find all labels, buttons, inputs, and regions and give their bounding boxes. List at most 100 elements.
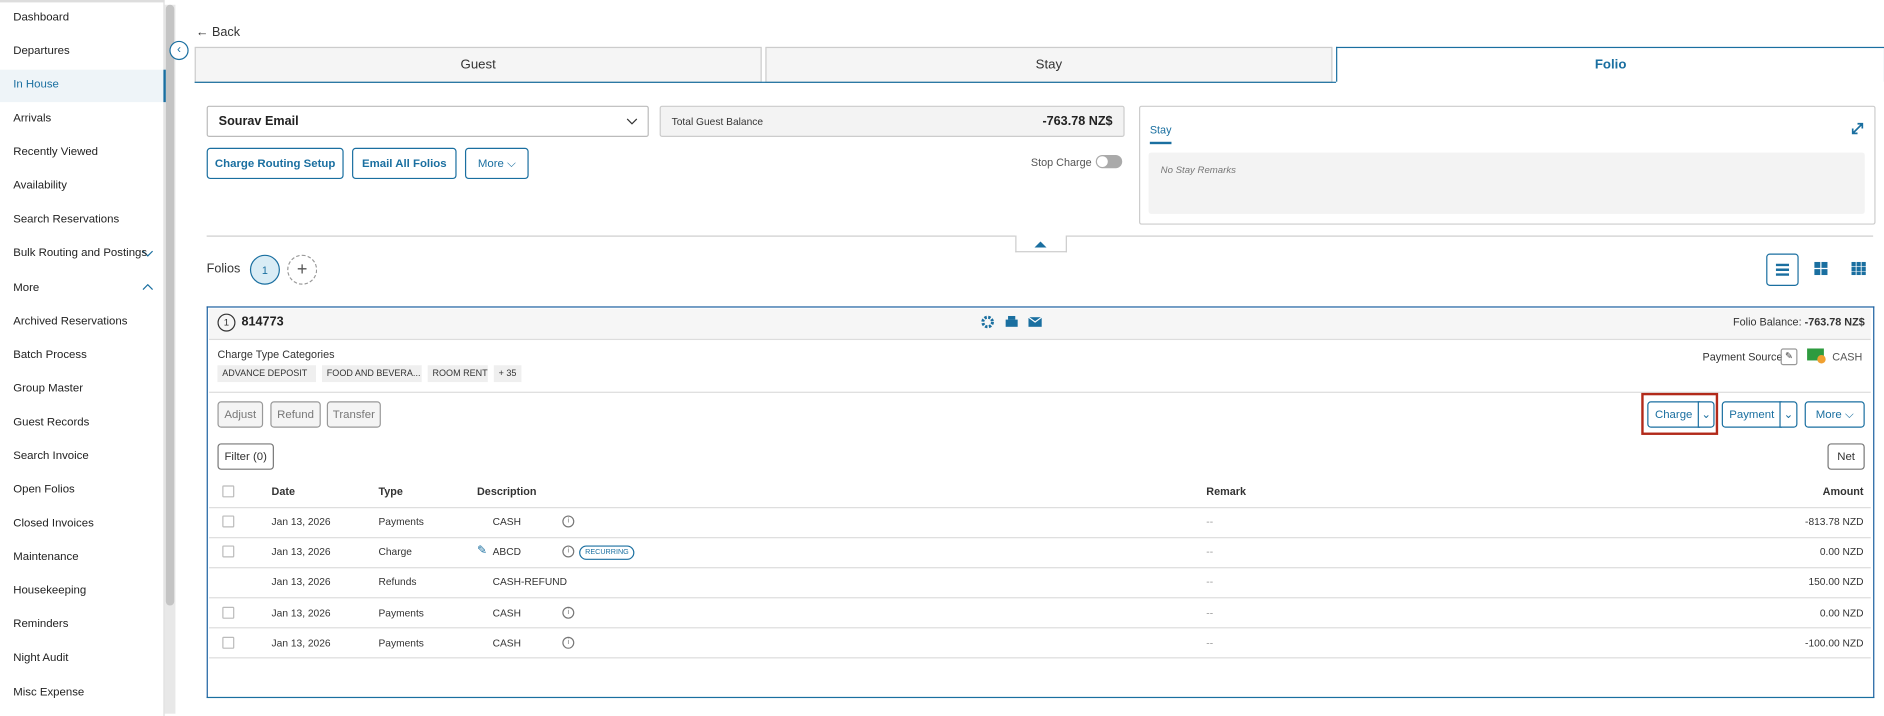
folio-balance-label: Folio Balance: [1733, 315, 1802, 329]
cell-type: Payments [378, 606, 424, 619]
column-header: Description [476, 485, 537, 498]
button[interactable]: More ⌵ [464, 147, 529, 180]
column-header: Date [271, 485, 295, 498]
sidebar-item[interactable]: Archived Reservations [13, 314, 128, 329]
sidebar-item[interactable]: Misc Expense [13, 686, 85, 700]
action-button[interactable]: Refund [270, 401, 321, 428]
balance-label: Total Guest Balance [671, 115, 764, 128]
edit-icon: ✎ [476, 544, 488, 558]
cell-type: Charge [378, 545, 412, 558]
sidebar-item[interactable]: Closed Invoices [13, 516, 94, 530]
scrollbar [164, 4, 176, 714]
info-icon: i [562, 545, 575, 558]
folios-label: Folios [206, 261, 241, 277]
view-tiles[interactable] [1851, 261, 1866, 276]
more-button[interactable]: More ⌵ [1804, 401, 1865, 428]
charge-button[interactable]: Charge [1647, 401, 1701, 428]
sidebar-item[interactable]: Reminders [13, 617, 69, 631]
cell-remark: -- [1206, 606, 1214, 619]
sidebar-item[interactable]: Open Folios [13, 483, 75, 497]
info-icon: i [562, 515, 575, 528]
folio-count[interactable]: 1 [249, 254, 280, 285]
checkbox[interactable] [222, 485, 235, 498]
column-header: Remark [1206, 485, 1246, 498]
cell-remark: -- [1206, 515, 1214, 528]
sidebar-item[interactable]: Guest Records [13, 415, 90, 429]
action-button[interactable]: Transfer [326, 401, 381, 428]
folio-balance-value: -763.78 NZ$ [1804, 315, 1865, 329]
charge-type-label: Charge Type Categories [217, 348, 335, 361]
sidebar-item[interactable]: Search Reservations [13, 212, 120, 226]
folio-balance: Folio Balance: -763.78 NZ$ [1733, 316, 1865, 328]
more-text: More [1815, 407, 1842, 422]
row-line [209, 597, 1871, 599]
tab-rule [194, 81, 1337, 83]
stop-charge-label: Stop Charge [1030, 156, 1092, 169]
add-folio[interactable]: + [287, 254, 318, 285]
cell-date: Jan 13, 2026 [271, 636, 331, 649]
edit-icon[interactable]: ✎ [1780, 348, 1798, 366]
view-grid[interactable] [1814, 261, 1828, 276]
expand-icon[interactable] [1850, 121, 1864, 135]
filter-button[interactable]: Filter (0) [217, 443, 274, 470]
checkbox[interactable] [222, 545, 235, 558]
sidebar-item[interactable]: Availability [13, 179, 67, 193]
checkbox[interactable] [222, 515, 235, 528]
toggle[interactable] [1095, 154, 1123, 169]
cell-description: CASH [492, 606, 522, 619]
row-line [209, 566, 1871, 568]
remarks-box: Stay No Stay Remarks [1139, 105, 1876, 225]
sidebar-item[interactable]: Maintenance [13, 550, 79, 564]
sidebar-item[interactable]: Bulk Routing and Postings [13, 246, 148, 260]
collapse-button[interactable]: ‹ [169, 40, 189, 61]
badge: RECURRING [579, 545, 635, 561]
payment-dropdown[interactable]: ⌄ [1779, 401, 1798, 428]
payment-source: CASH [1832, 350, 1863, 363]
remarks-area: No Stay Remarks [1148, 152, 1865, 214]
cell-amount: 0.00 NZD [1819, 606, 1864, 619]
sidebar-item[interactable]: Departures [13, 44, 70, 58]
back-link[interactable]: ← Back [195, 25, 241, 40]
tab[interactable]: Guest [194, 46, 762, 83]
back-text: Back [211, 25, 241, 40]
tab[interactable]: Stay [765, 46, 1333, 83]
cell-date: Jan 13, 2026 [271, 606, 331, 619]
cell-remark: -- [1206, 575, 1214, 589]
balance-box: Total Guest Balance -763.78 NZ$ [659, 105, 1125, 137]
action-button[interactable]: Adjust [217, 401, 264, 428]
cell-description: CASH-REFUND [492, 575, 567, 589]
sidebar-item[interactable]: Night Audit [13, 651, 69, 665]
sidebar-item[interactable]: More [13, 281, 40, 295]
folio-card [206, 306, 1875, 699]
guest-select-text: Sourav Email [218, 114, 299, 129]
folio-id: 814773 [241, 314, 284, 330]
sidebar-item[interactable]: Arrivals [13, 111, 52, 125]
sidebar-item[interactable]: Batch Process [13, 348, 87, 362]
separator [209, 391, 1871, 393]
cell-amount: 150.00 NZD [1808, 575, 1864, 589]
chip: FOOD AND BEVERA... [322, 365, 422, 383]
charge-dropdown[interactable]: ⌄ [1697, 401, 1715, 428]
sidebar-item[interactable]: Search Invoice [13, 449, 89, 463]
guest-select[interactable]: Sourav Email [206, 105, 649, 137]
row-line [209, 507, 1871, 509]
view-list[interactable] [1766, 253, 1799, 286]
payment-button[interactable]: Payment [1721, 401, 1782, 428]
collapse-tab[interactable] [1015, 235, 1067, 253]
cell-date: Jan 13, 2026 [271, 575, 331, 589]
button[interactable]: Email All Folios [352, 147, 457, 180]
chip: + 35 [493, 365, 522, 383]
tab-active[interactable]: Folio [1336, 46, 1884, 82]
cell-remark: -- [1206, 545, 1214, 558]
sidebar-item[interactable]: Housekeeping [13, 583, 87, 598]
checkbox[interactable] [222, 636, 235, 649]
net-button[interactable]: Net [1827, 443, 1865, 470]
sidebar-item[interactable]: Dashboard [13, 10, 70, 25]
button[interactable]: Charge Routing Setup [206, 147, 344, 180]
checkbox[interactable] [222, 606, 235, 619]
remarks-tab[interactable]: Stay [1149, 124, 1172, 145]
folio-icons[interactable] [980, 315, 1045, 329]
sidebar-item[interactable]: In House [13, 78, 59, 92]
sidebar-item[interactable]: Group Master [13, 382, 83, 396]
sidebar-item[interactable]: Recently Viewed [13, 145, 99, 159]
